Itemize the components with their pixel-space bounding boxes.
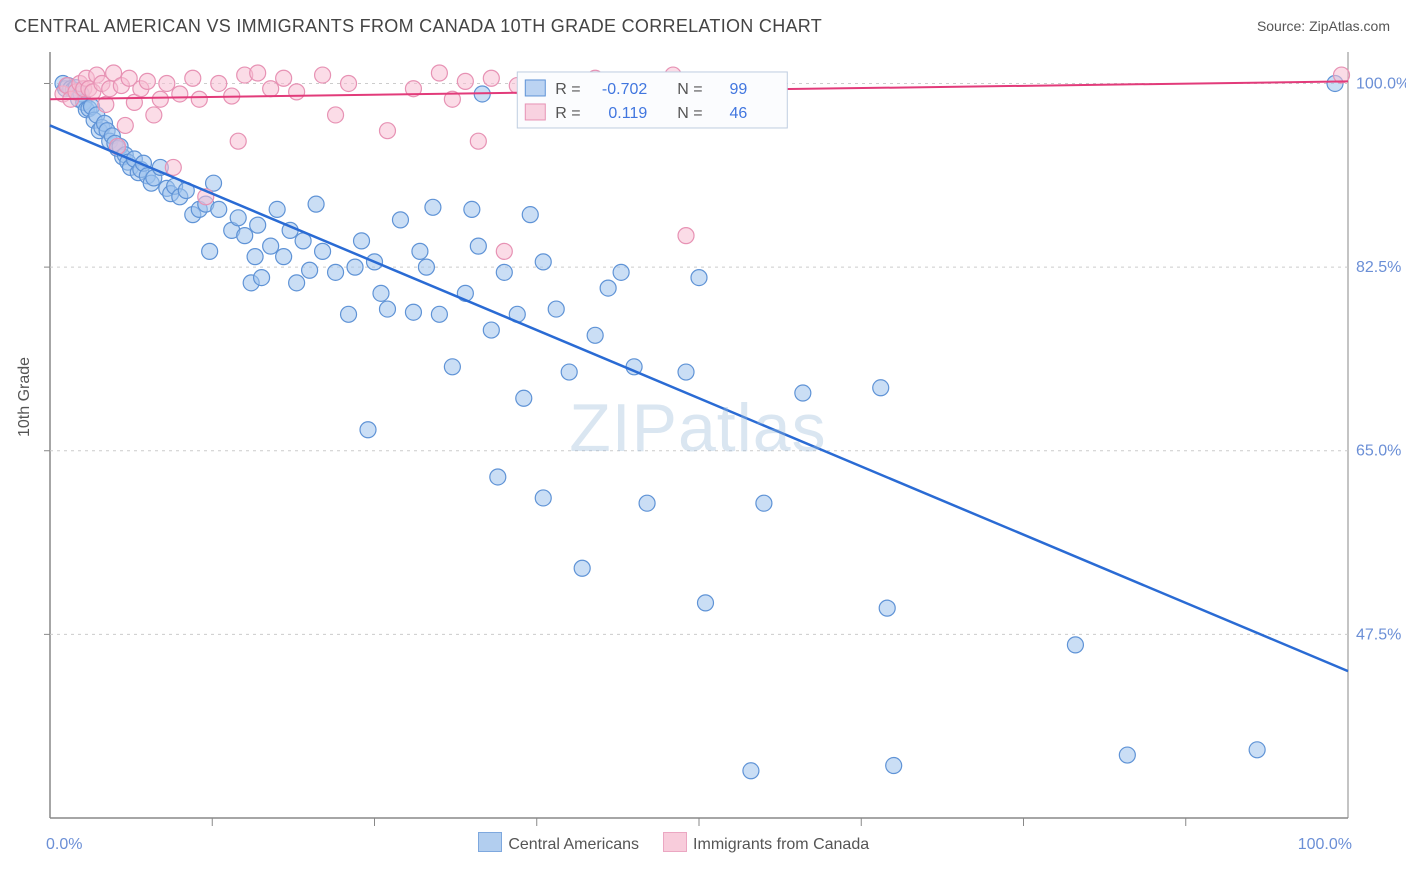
legend-label: Immigrants from Canada — [693, 836, 869, 853]
svg-text:47.5%: 47.5% — [1356, 626, 1401, 643]
svg-text:99: 99 — [729, 81, 747, 98]
legend-bottom: Central Americans Immigrants from Canada — [478, 832, 869, 854]
y-axis-label: 10th Grade — [16, 357, 34, 437]
source-label: Source: ZipAtlas.com — [1257, 18, 1390, 34]
svg-text:N =: N = — [677, 81, 702, 98]
legend-label: Central Americans — [508, 836, 639, 853]
svg-text:R =: R = — [555, 81, 580, 98]
x-axis-min-label: 0.0% — [46, 836, 82, 854]
x-axis-max-label: 100.0% — [1298, 836, 1352, 854]
svg-text:N =: N = — [677, 105, 702, 122]
svg-text:46: 46 — [729, 105, 747, 122]
legend-item: Immigrants from Canada — [663, 832, 869, 854]
svg-text:0.119: 0.119 — [608, 105, 647, 122]
svg-text:100.0%: 100.0% — [1356, 75, 1406, 92]
legend-swatch — [663, 832, 687, 852]
legend-swatch — [478, 832, 502, 852]
chart-title: CENTRAL AMERICAN VS IMMIGRANTS FROM CANA… — [14, 16, 822, 37]
svg-text:R =: R = — [555, 105, 580, 122]
legend-item: Central Americans — [478, 832, 639, 854]
svg-text:82.5%: 82.5% — [1356, 259, 1401, 276]
svg-text:-0.702: -0.702 — [602, 81, 647, 98]
correlation-scatter-chart: 47.5% 65.0% 82.5% 100.0% R = -0.702 N = 99 R = 0.… — [0, 0, 1406, 892]
svg-text:65.0%: 65.0% — [1356, 443, 1401, 460]
